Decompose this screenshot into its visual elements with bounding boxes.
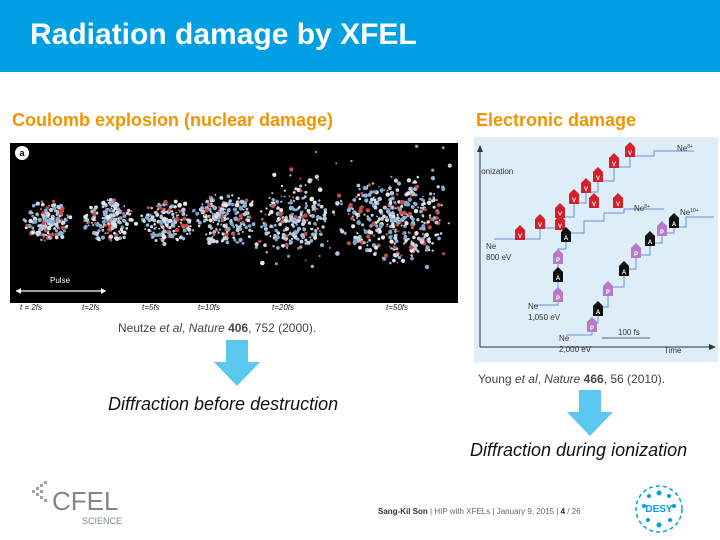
molecule-snapshot — [22, 199, 73, 242]
ne-label: Ne — [528, 302, 539, 311]
svg-text:V: V — [518, 234, 522, 240]
svg-text:V: V — [592, 202, 596, 208]
valence-marker: V — [555, 215, 565, 230]
photo-marker: P — [631, 243, 641, 258]
process-markers: VVVVVVVVVVVPAPAPAPAPAPA — [515, 142, 679, 332]
svg-text:P: P — [556, 258, 560, 264]
svg-text:A: A — [556, 276, 561, 282]
tick-label: t=20fs — [272, 303, 295, 312]
tick-label: t=50fs — [386, 303, 409, 312]
down-arrow-icon — [214, 340, 260, 386]
molecule-snapshot — [187, 193, 256, 245]
valence-marker: V — [581, 178, 591, 193]
svg-text:V: V — [616, 202, 620, 208]
svg-text:V: V — [538, 223, 542, 229]
svg-text:V: V — [558, 224, 562, 230]
cfel-subtitle: SCIENCE — [82, 516, 122, 526]
valence-marker: V — [569, 189, 579, 204]
auger-marker: A — [669, 213, 679, 228]
cfel-wordmark: CFEL — [52, 486, 118, 516]
svg-text:A: A — [672, 222, 677, 228]
left-caption: Diffraction before destruction — [108, 394, 339, 414]
auger-marker: A — [553, 267, 563, 282]
slide-footer: Sang-Kil Son | HIP with XFELs | January … — [378, 507, 581, 516]
svg-text:V: V — [612, 162, 616, 168]
desy-wordmark: DESY — [645, 504, 673, 515]
tick-label: t=5fs — [142, 303, 160, 312]
photo-marker: P — [603, 281, 613, 296]
y-axis-label: Ionization — [479, 167, 513, 176]
photo-marker: P — [553, 287, 563, 302]
energy-label: 2,000 eV — [559, 345, 592, 354]
molecule-snapshot — [234, 167, 345, 269]
svg-text:A: A — [648, 240, 653, 246]
cfel-logo-graphic: CFEL SCIENCE — [32, 481, 122, 526]
down-arrow-icon — [567, 390, 613, 436]
molecule-snapshot — [140, 199, 195, 247]
svg-text:V: V — [572, 198, 576, 204]
photo-marker: P — [587, 317, 597, 332]
tick-label: t=10fs — [198, 303, 221, 312]
slide-title: Radiation damage by XFEL — [30, 18, 417, 51]
valence-marker: V — [613, 193, 623, 208]
right-heading: Electronic damage — [476, 110, 637, 130]
ne-charge-label: Ne8+ — [634, 204, 650, 213]
molecule-snapshot — [276, 144, 452, 270]
svg-text:P: P — [556, 296, 560, 302]
energy-label: 1,050 eV — [528, 313, 561, 322]
energy-label: 800 eV — [486, 253, 512, 262]
explosion-figure: a Pulse — [10, 143, 458, 303]
left-citation: Neutze et al, Nature 406, 752 (2000). — [118, 321, 317, 335]
desy-logo-graphic: DESY — [635, 485, 683, 533]
ne-charge-label: Ne8+ — [677, 144, 693, 153]
x-axis-label: Time — [664, 346, 682, 355]
valence-marker: V — [589, 193, 599, 208]
ne-charge-label: Ne10+ — [680, 208, 699, 217]
svg-text:A: A — [596, 310, 601, 316]
pulse-label: Pulse — [50, 276, 71, 285]
molecule-snapshots — [22, 144, 452, 270]
desy-logo: DESY — [634, 484, 684, 534]
svg-text:P: P — [634, 252, 638, 258]
svg-text:V: V — [584, 187, 588, 193]
ne-label: Ne — [559, 334, 570, 343]
panel-letter-badge — [15, 146, 29, 160]
svg-text:P: P — [660, 230, 664, 236]
timescale-label: 100 fs — [618, 328, 640, 337]
svg-text:A: A — [564, 236, 569, 242]
time-ticks: t = 2fs t=2fs t=5fs t=10fs t=20fs t=50fs — [10, 303, 458, 315]
svg-text:V: V — [628, 151, 632, 157]
svg-text:P: P — [590, 326, 594, 332]
valence-marker: V — [535, 214, 545, 229]
coulomb-explosion-image: a Pulse — [10, 143, 458, 303]
valence-marker: V — [609, 153, 619, 168]
right-citation: Young et al, Nature 466, 56 (2010). — [478, 372, 666, 386]
title-bar: Radiation damage by XFEL — [0, 0, 720, 72]
electronic-damage-diagram: Ionization Time 100 fs VVVVVVVVVVVPAPAPA… — [474, 137, 718, 362]
ne-label: Ne — [486, 242, 497, 251]
auger-marker: A — [561, 227, 571, 242]
svg-text:A: A — [622, 270, 627, 276]
panel-letter: a — [19, 148, 25, 158]
photo-marker: P — [657, 221, 667, 236]
photo-marker: P — [553, 249, 563, 264]
valence-marker: V — [625, 142, 635, 157]
valence-marker: V — [593, 167, 603, 182]
svg-text:P: P — [606, 290, 610, 296]
right-caption: Diffraction during ionization — [470, 440, 688, 460]
cfel-logo: CFEL SCIENCE — [30, 478, 140, 528]
left-heading: Coulomb explosion (nuclear damage) — [12, 110, 334, 130]
tick-label: t = 2fs — [20, 303, 43, 312]
svg-text:V: V — [596, 176, 600, 182]
ionization-figure: Ionization Time 100 fs VVVVVVVVVVVPAPAPA… — [474, 137, 718, 362]
auger-marker: A — [645, 231, 655, 246]
auger-marker: A — [619, 261, 629, 276]
molecule-snapshot — [83, 198, 138, 242]
tick-label: t=2fs — [82, 303, 100, 312]
auger-marker: A — [593, 301, 603, 316]
valence-marker: V — [515, 225, 525, 240]
